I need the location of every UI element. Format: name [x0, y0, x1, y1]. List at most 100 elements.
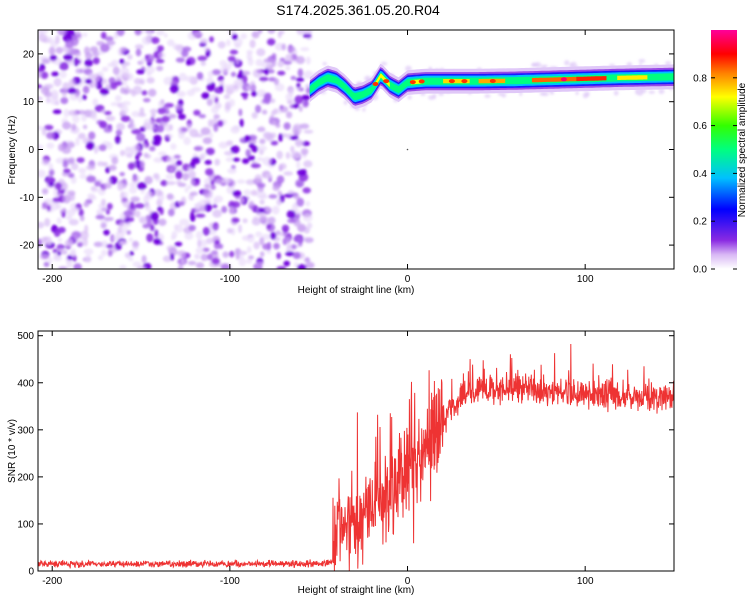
noise-blob: [261, 109, 268, 115]
noise-blob: [299, 123, 310, 129]
noise-blob: [194, 133, 204, 138]
noise-blob: [207, 70, 214, 78]
noise-blob: [178, 72, 187, 82]
noise-blob: [226, 39, 231, 47]
noise-blob: [157, 124, 165, 132]
noise-blob: [120, 67, 130, 76]
colorbar-label: Normalized spectral amplitude: [737, 82, 748, 217]
noise-blob: [77, 96, 83, 103]
noise-blob: [135, 48, 142, 57]
noise-blob: [239, 118, 244, 128]
noise-blob: [140, 57, 145, 65]
noise-blob: [240, 33, 248, 40]
noise-blob: [380, 61, 388, 66]
noise-blob: [49, 96, 59, 105]
noise-blob: [65, 215, 73, 220]
noise-blob: [59, 70, 67, 79]
noise-blob: [264, 68, 269, 76]
noise-blob: [141, 255, 147, 264]
noise-blob: [163, 76, 173, 86]
noise-blob: [47, 177, 56, 184]
noise-blob: [74, 59, 81, 65]
noise-blob: [302, 213, 313, 222]
x-tick-label: -200: [42, 576, 62, 587]
noise-blob: [184, 231, 194, 240]
noise-blob: [305, 201, 311, 207]
noise-blob: [212, 199, 218, 205]
noise-blob: [149, 108, 158, 114]
noise-blob: [242, 94, 248, 100]
noise-blob: [44, 217, 51, 227]
noise-blob: [145, 204, 151, 212]
noise-blob: [271, 120, 277, 126]
noise-blob: [97, 255, 104, 261]
noise-blob: [106, 203, 113, 210]
colorbar-gradient: [711, 30, 737, 269]
noise-blob: [101, 66, 109, 72]
x-tick-label: -100: [220, 274, 240, 285]
noise-blob: [296, 30, 305, 36]
noise-blob: [256, 157, 264, 162]
noise-blob: [658, 88, 665, 94]
noise-blob: [638, 59, 646, 63]
noise-blob: [251, 112, 258, 119]
snr-y-axis: 0 100 200 300 400 500: [17, 331, 674, 578]
noise-blob: [182, 46, 192, 52]
noise-blob: [123, 88, 129, 95]
noise-blob: [45, 36, 54, 44]
noise-blob: [230, 145, 240, 154]
noise-blob: [166, 39, 175, 47]
y-tick-label: 100: [17, 519, 34, 530]
noise-blob: [38, 125, 43, 131]
noise-blob: [285, 152, 291, 160]
noise-blob: [170, 143, 177, 150]
noise-blob: [92, 73, 101, 82]
noise-blob: [104, 216, 114, 222]
noise-blob: [205, 237, 214, 244]
colorbar-ticks: 0.0 0.2 0.4 0.6 0.8: [693, 73, 737, 276]
noise-blob: [219, 60, 227, 67]
noise-blob: [484, 94, 491, 98]
noise-blob: [270, 232, 277, 240]
noise-blob: [132, 261, 142, 268]
noise-blob: [121, 227, 129, 234]
noise-blob: [230, 126, 240, 134]
snr-y-label: SNR (10 * v/v): [7, 419, 18, 483]
noise-blob: [57, 237, 63, 243]
noise-blob: [204, 183, 211, 189]
track-peak: [409, 80, 416, 85]
noise-blob: [295, 77, 305, 82]
noise-blob: [55, 157, 66, 164]
noise-blob: [62, 160, 69, 168]
noise-blob: [153, 238, 162, 245]
noise-blob: [214, 96, 219, 104]
noise-blob: [53, 188, 58, 197]
noise-blob: [231, 217, 240, 223]
noise-blob: [114, 81, 123, 86]
noise-blob: [99, 120, 108, 129]
noise-blob: [84, 224, 89, 234]
noise-blob: [228, 200, 236, 209]
noise-blob: [190, 179, 196, 185]
noise-blob: [116, 30, 125, 37]
noise-blob: [69, 93, 80, 101]
noise-blob: [186, 89, 195, 97]
noise-blob: [46, 142, 55, 149]
track-peak: [461, 79, 468, 84]
noise-blob: [58, 266, 68, 269]
noise-blob: [62, 82, 70, 90]
noise-blob: [167, 208, 175, 217]
noise-blob: [89, 46, 99, 53]
noise-blob: [41, 159, 50, 166]
noise-blob: [200, 61, 206, 66]
noise-blob: [43, 261, 50, 267]
noise-blob: [287, 218, 296, 224]
noise-blob: [64, 240, 73, 248]
noise-blob: [227, 55, 236, 62]
noise-blob: [283, 171, 294, 176]
snr-x-label: Height of straight line (km): [298, 585, 415, 596]
noise-blob: [108, 164, 117, 171]
noise-blob: [535, 62, 542, 68]
noise-blob: [292, 103, 300, 109]
noise-blob: [266, 38, 276, 46]
